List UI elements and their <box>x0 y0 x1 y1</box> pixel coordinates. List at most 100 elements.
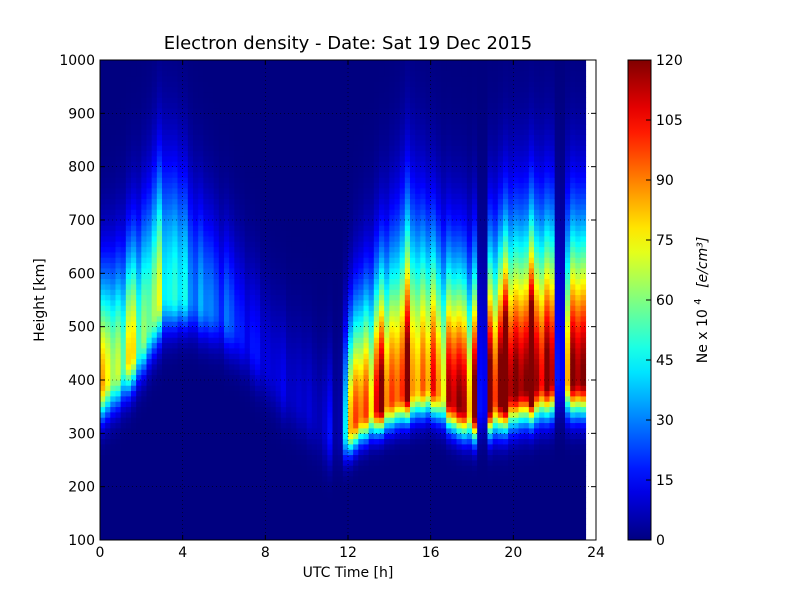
heatmap-cell <box>162 524 168 530</box>
heatmap-cell <box>368 161 375 168</box>
heatmap-cell <box>234 332 240 338</box>
heatmap-cell <box>327 150 333 157</box>
heatmap-cell <box>368 86 375 93</box>
heatmap-cell <box>151 518 158 525</box>
heatmap-cell <box>337 177 344 184</box>
heatmap-cell <box>291 289 297 296</box>
heatmap-cell <box>244 172 251 178</box>
heatmap-cell <box>229 177 235 184</box>
heatmap-cell <box>260 81 266 88</box>
heatmap-cell <box>373 204 380 210</box>
heatmap-cell <box>280 193 287 200</box>
heatmap-cell <box>301 390 308 397</box>
heatmap-cell <box>105 294 111 301</box>
heatmap-cell <box>131 177 137 184</box>
heatmap-cell <box>115 396 122 402</box>
heatmap-cell <box>187 76 194 82</box>
heatmap-cell <box>280 204 287 210</box>
heatmap-cell <box>198 177 204 184</box>
heatmap-cell <box>342 166 349 173</box>
heatmap-cell <box>105 305 111 312</box>
heatmap-cell <box>291 433 297 440</box>
heatmap-cell <box>115 124 122 130</box>
heatmap-cell <box>115 236 122 242</box>
heatmap-cell <box>136 209 142 216</box>
heatmap-cell <box>286 465 292 472</box>
heatmap-cell <box>384 492 390 498</box>
heatmap-cell <box>193 252 199 258</box>
heatmap-cell <box>255 177 261 184</box>
heatmap-cell <box>177 497 184 504</box>
heatmap-cell <box>208 364 215 370</box>
heatmap-cell <box>151 81 158 88</box>
heatmap-cell <box>337 193 344 200</box>
heatmap-cell <box>301 369 308 376</box>
heatmap-cell <box>244 513 251 520</box>
heatmap-cell <box>342 278 349 285</box>
heatmap-cell <box>306 108 313 114</box>
heatmap-cell <box>270 252 277 258</box>
heatmap-cell <box>265 502 271 509</box>
heatmap-cell <box>353 140 359 146</box>
heatmap-cell <box>172 380 178 386</box>
heatmap-cell <box>306 358 313 365</box>
heatmap-cell <box>327 294 333 301</box>
heatmap-cell <box>213 262 220 269</box>
heatmap-cell <box>218 460 225 466</box>
heatmap-cell <box>131 102 137 109</box>
heatmap-cell <box>270 486 277 493</box>
heatmap-cell <box>182 465 189 472</box>
heatmap-cell <box>358 108 364 114</box>
heatmap-cell <box>311 476 318 482</box>
heatmap-cell <box>120 470 127 477</box>
heatmap-cell <box>203 353 209 360</box>
heatmap-cell <box>224 241 230 248</box>
heatmap-cell <box>317 134 323 141</box>
heatmap-cell <box>182 124 189 130</box>
heatmap-cell <box>368 134 375 141</box>
heatmap-cell <box>198 108 204 114</box>
heatmap-cell <box>363 129 370 136</box>
heatmap-cell <box>296 364 302 370</box>
heatmap-cell <box>162 316 168 322</box>
heatmap-cell <box>337 150 344 157</box>
heatmap-cell <box>177 129 184 136</box>
heatmap-cell <box>151 204 158 210</box>
heatmap-cell <box>291 92 297 98</box>
heatmap-cell <box>244 193 251 200</box>
heatmap-cell <box>260 438 266 445</box>
heatmap-cell <box>342 364 349 370</box>
heatmap-cell <box>120 508 127 514</box>
heatmap-cell <box>213 172 220 178</box>
heatmap-cell <box>100 412 106 418</box>
heatmap-cell <box>177 70 184 77</box>
heatmap-cell <box>198 353 204 360</box>
heatmap-cell <box>348 342 354 349</box>
heatmap-cell <box>306 204 313 210</box>
heatmap-cell <box>306 433 313 440</box>
heatmap-cell <box>115 140 122 146</box>
heatmap-cell <box>327 460 333 466</box>
heatmap-cell <box>224 129 230 136</box>
heatmap-cell <box>296 449 302 456</box>
heatmap-cell <box>234 486 240 493</box>
heatmap-cell <box>306 294 313 301</box>
heatmap-cell <box>379 422 385 429</box>
heatmap-cell <box>131 529 137 536</box>
heatmap-cell <box>203 70 209 77</box>
heatmap-cell <box>368 204 375 210</box>
heatmap-cell <box>100 257 106 264</box>
heatmap-cell <box>177 113 184 120</box>
heatmap-cell <box>120 284 127 290</box>
heatmap-cell <box>193 310 199 317</box>
heatmap-cell <box>342 230 349 237</box>
heatmap-cell <box>322 444 328 450</box>
heatmap-cell <box>296 124 302 130</box>
heatmap-cell <box>172 497 178 504</box>
heatmap-cell <box>115 374 122 381</box>
heatmap-cell <box>136 86 142 93</box>
heatmap-cell <box>203 92 209 98</box>
heatmap-cell <box>120 364 127 370</box>
heatmap-cell <box>368 166 375 173</box>
heatmap-cell <box>177 374 184 381</box>
